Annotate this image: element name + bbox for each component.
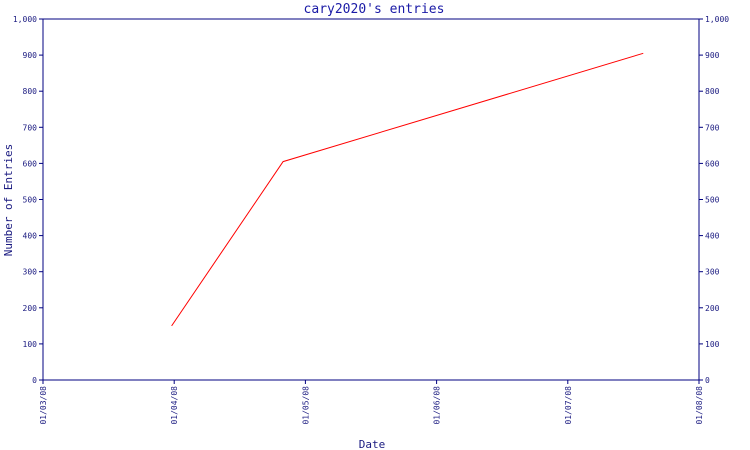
- axes: [42, 18, 700, 381]
- y-axis-right-ticks: 0 100 200 300 400 500 600 700 800 900 1,000: [699, 15, 729, 385]
- y-tick-label-left: 800: [23, 87, 38, 96]
- y-tick-label-left: 0: [32, 376, 37, 385]
- x-axis-title: Date: [359, 438, 386, 450]
- chart-title: cary2020's entries: [304, 2, 445, 17]
- y-tick-label-right: 700: [705, 123, 720, 132]
- y-axis-left-ticks: 0 100 200 300 400 500 600 700 800 900 1,000: [13, 15, 43, 385]
- y-tick-label-right: 200: [705, 304, 720, 313]
- x-tick-label: 01/05/08: [301, 386, 310, 425]
- series-line: [171, 52, 644, 327]
- x-axis-ticks: 01/03/08 01/04/08 01/05/08 01/06/08 01/07/08…: [39, 380, 704, 425]
- y-tick-label-left: 900: [23, 51, 38, 60]
- y-tick-label-left: 1,000: [13, 15, 37, 24]
- y-tick-label-left: 400: [23, 232, 38, 241]
- x-tick-label: 01/06/08: [433, 386, 442, 425]
- y-tick-label-right: 1,000: [705, 15, 729, 24]
- y-tick-label-right: 600: [705, 159, 720, 168]
- x-tick-label: 01/07/08: [564, 386, 573, 425]
- x-tick-label: 01/08/08: [695, 386, 704, 425]
- y-tick-label-right: 500: [705, 196, 720, 205]
- y-tick-label-right: 900: [705, 51, 720, 60]
- y-tick-label-left: 500: [23, 196, 38, 205]
- y-tick-label-left: 600: [23, 159, 38, 168]
- y-tick-label-left: 300: [23, 268, 38, 277]
- y-tick-label-right: 800: [705, 87, 720, 96]
- series-group: [171, 52, 644, 327]
- y-tick-label-right: 400: [705, 232, 720, 241]
- y-tick-label-right: 0: [705, 376, 710, 385]
- x-tick-label: 01/04/08: [170, 386, 179, 425]
- y-tick-label-right: 300: [705, 268, 720, 277]
- y-tick-label-right: 100: [705, 340, 720, 349]
- y-axis-title: Number of Entries: [2, 144, 15, 257]
- y-tick-label-left: 700: [23, 123, 38, 132]
- x-tick-label: 01/03/08: [39, 386, 48, 425]
- y-tick-label-left: 200: [23, 304, 38, 313]
- y-tick-label-left: 100: [23, 340, 38, 349]
